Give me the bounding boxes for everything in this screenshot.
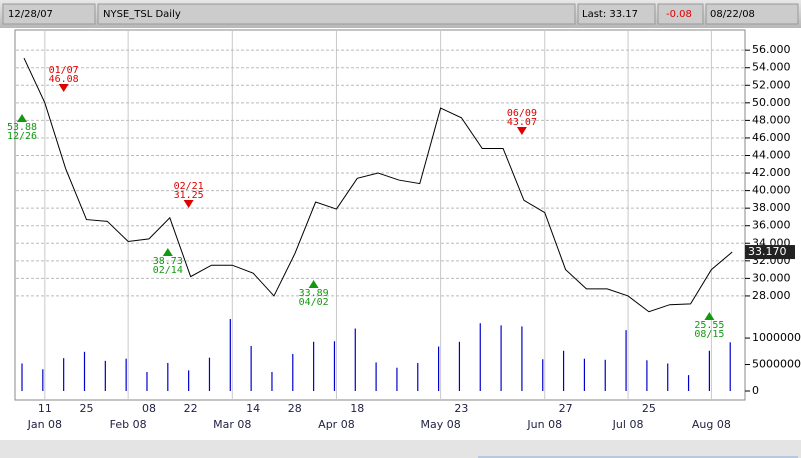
y-tick-label: 44.000	[752, 148, 791, 161]
y-tick-label: 46.000	[752, 131, 791, 144]
x-tick-label: 25	[642, 402, 656, 415]
last-price-label: 33.170	[748, 245, 787, 258]
sell-marker	[516, 127, 527, 135]
header-cell	[657, 3, 704, 25]
buy-marker	[162, 248, 173, 256]
price-line	[23, 57, 733, 313]
sell-marker	[58, 84, 69, 92]
y-tick-label: 50.000	[752, 96, 791, 109]
signal-price: 25.55	[694, 320, 724, 331]
signal-price: 33.89	[299, 288, 329, 299]
signal-date: 01/07	[49, 65, 79, 76]
signal-date: 06/09	[507, 108, 537, 119]
y-tick-label: 30.000	[752, 271, 791, 284]
last-price-box	[745, 245, 795, 260]
symbol: NYSE_TSL Daily	[103, 9, 181, 20]
x-tick-label: 22	[184, 402, 198, 415]
y-tick-label: 42.000	[752, 166, 791, 179]
signal-date: 12/26	[7, 131, 37, 142]
scroll-thumb[interactable]	[478, 456, 798, 458]
month-label: Mar 08	[213, 418, 251, 431]
signal-date: 02/21	[174, 181, 204, 192]
last-price: Last: 33.17	[582, 9, 638, 20]
y-tick-label: 54.000	[752, 61, 791, 74]
buy-marker	[704, 312, 715, 320]
y-tick-label: 48.000	[752, 113, 791, 126]
x-tick-label: 18	[350, 402, 364, 415]
y-tick-label: 56.000	[752, 43, 791, 56]
x-tick-label: 27	[559, 402, 573, 415]
signal-price: 38.73	[153, 256, 183, 267]
scrollbar[interactable]	[0, 440, 801, 458]
buy-marker	[17, 114, 27, 122]
month-label: Jun 08	[526, 418, 562, 431]
x-tick-label: 28	[288, 402, 302, 415]
start-date: 12/28/07	[8, 9, 53, 20]
x-tick-label: 14	[246, 402, 260, 415]
plot-area	[14, 29, 746, 401]
sell-marker	[183, 200, 194, 208]
signal-date: 04/02	[299, 297, 329, 308]
x-tick-label: 23	[454, 402, 468, 415]
x-tick-label: 25	[79, 402, 93, 415]
month-label: Apr 08	[318, 418, 355, 431]
y2-tick-label: 0	[752, 384, 759, 397]
y-tick-label: 52.000	[752, 78, 791, 91]
signal-price: 46.08	[49, 74, 79, 85]
signal-price: 31.25	[174, 190, 204, 201]
month-label: May 08	[420, 418, 460, 431]
change: -0.08	[666, 9, 692, 20]
y-tick-label: 40.000	[752, 184, 791, 197]
signal-date: 02/14	[153, 265, 183, 276]
signal-price: 53.88	[7, 122, 37, 133]
header-cell	[97, 3, 576, 25]
header-cell	[2, 3, 96, 25]
month-label: Jul 08	[612, 418, 644, 431]
signal-price: 43.07	[507, 117, 537, 128]
signal-date: 08/15	[694, 329, 724, 340]
y2-tick-label: 10000000	[752, 331, 801, 344]
y-tick-label: 28.000	[752, 289, 791, 302]
header-cell	[705, 3, 799, 25]
y-tick-label: 36.000	[752, 219, 791, 232]
header-cell	[577, 3, 656, 25]
y2-tick-label: 5000000	[752, 358, 801, 371]
buy-marker	[308, 280, 319, 288]
month-label: Aug 08	[692, 418, 731, 431]
y-tick-label: 38.000	[752, 201, 791, 214]
x-tick-label: 11	[38, 402, 52, 415]
x-tick-label: 08	[142, 402, 156, 415]
end-date: 08/22/08	[710, 9, 755, 20]
month-label: Jan 08	[27, 418, 62, 431]
month-label: Feb 08	[110, 418, 147, 431]
